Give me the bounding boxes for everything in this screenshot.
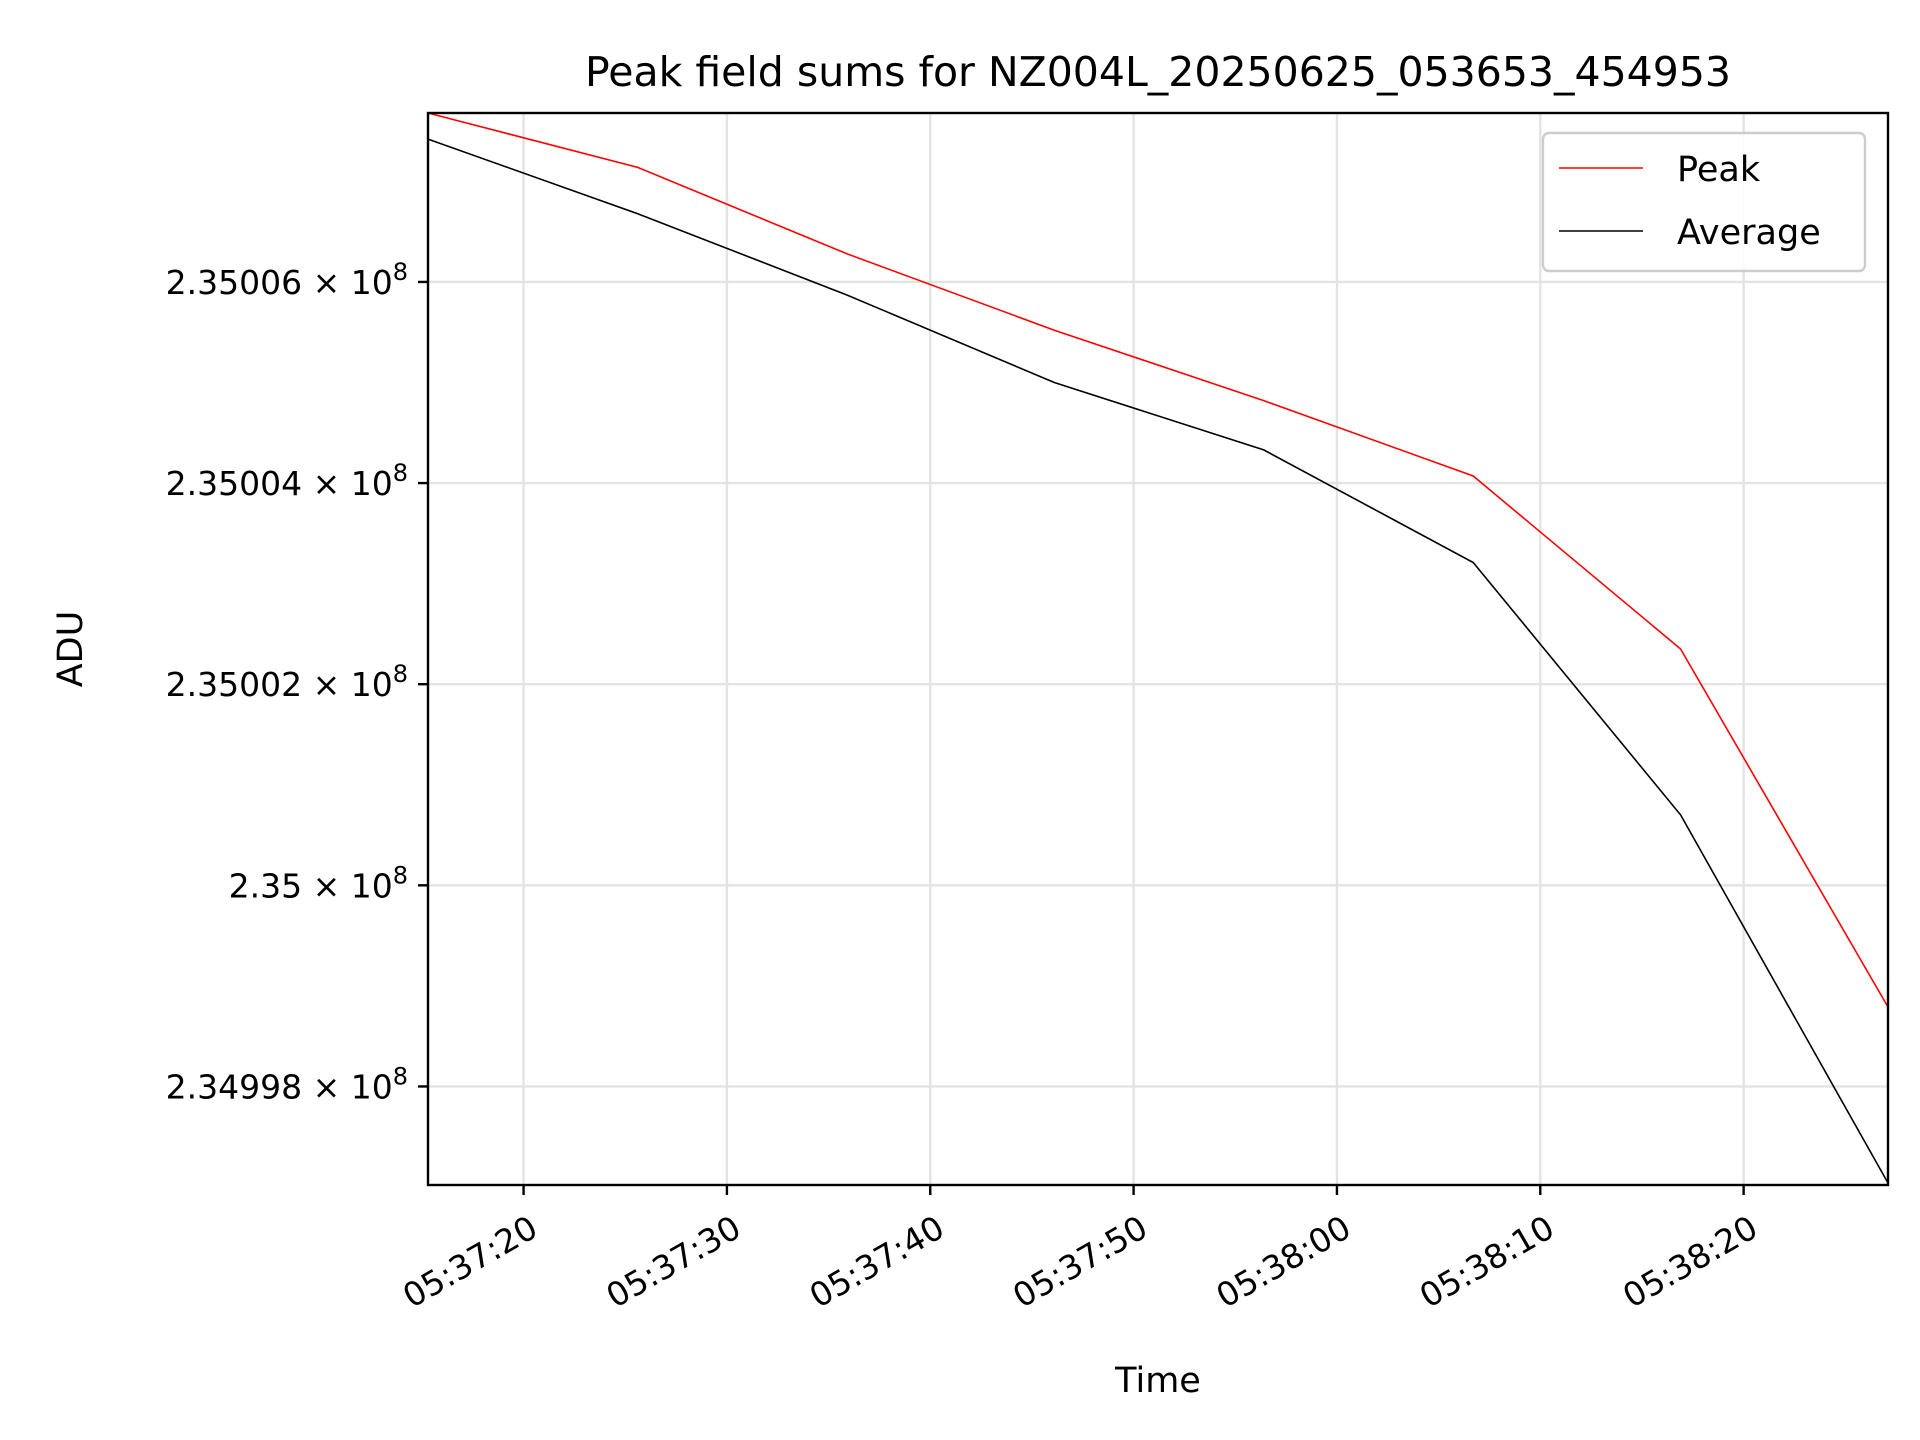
- y-tick-mantissa: 2.34998: [166, 1067, 302, 1106]
- y-tick-multiplier: × 10: [302, 866, 393, 905]
- y-axis-title: ADU: [51, 611, 91, 688]
- y-tick-label: 2.35002 × 108: [166, 660, 408, 704]
- legend: Peak Average: [1541, 131, 1867, 273]
- y-tick-multiplier: × 10: [302, 263, 393, 302]
- y-tick-multiplier: × 10: [302, 665, 393, 704]
- y-tick-mantissa: 2.35: [229, 866, 302, 905]
- x-tick-label: 05:38:00: [1209, 1208, 1357, 1316]
- y-tick-mantissa: 2.35006: [166, 263, 302, 302]
- x-tick-label: 05:37:20: [396, 1208, 544, 1316]
- y-tick-label: 2.35006 × 108: [166, 258, 408, 302]
- y-tick-label: 2.34998 × 108: [166, 1062, 408, 1106]
- y-tick-label: 2.35 × 108: [229, 861, 408, 905]
- series-line-average: [427, 138, 1889, 1184]
- y-tick-exponent: 8: [393, 258, 408, 286]
- plot-frame: [426, 111, 1890, 1187]
- x-tick-label: 05:37:30: [599, 1208, 747, 1316]
- y-tick-exponent: 8: [393, 861, 408, 889]
- x-tick-label: 05:38:20: [1616, 1208, 1764, 1316]
- legend-label-peak: Peak: [1677, 150, 1761, 190]
- x-axis-title: Time: [1114, 1361, 1201, 1401]
- series-lines: [427, 112, 1889, 1184]
- y-tick-multiplier: × 10: [302, 464, 393, 503]
- y-tick-multiplier: × 10: [302, 1067, 393, 1106]
- x-tick-label: 05:38:10: [1413, 1208, 1561, 1316]
- series-line-peak: [427, 112, 1889, 1008]
- chart-title: Peak field sums for NZ004L_20250625_0536…: [585, 48, 1731, 96]
- grid-lines: [428, 113, 1888, 1185]
- y-tick-exponent: 8: [393, 459, 408, 487]
- y-tick-mantissa: 2.35002: [166, 665, 302, 704]
- y-tick-exponent: 8: [393, 660, 408, 688]
- x-tick-label: 05:37:40: [803, 1208, 951, 1316]
- y-tick-exponent: 8: [393, 1062, 408, 1090]
- x-tick-label: 05:37:50: [1006, 1208, 1154, 1316]
- y-tick-mantissa: 2.35004: [166, 464, 302, 503]
- x-axis-ticks: 05:37:20 05:37:30 05:37:40 05:37:50 05:38:00…: [396, 1185, 1764, 1316]
- y-tick-label: 2.35004 × 108: [166, 459, 408, 503]
- legend-label-average: Average: [1677, 213, 1821, 253]
